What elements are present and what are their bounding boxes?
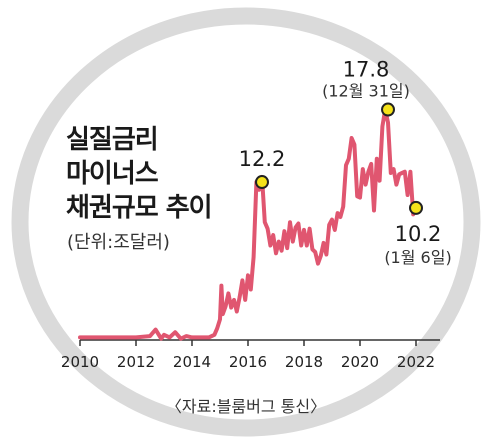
- x-tick-label-2018: 2018: [285, 353, 323, 371]
- annotation-value-12.2: 12.2: [239, 147, 286, 171]
- chart-title-line-3: 채권규모 추이: [66, 193, 212, 223]
- annotation-marker-17.8: [381, 102, 395, 117]
- x-tick-label-2020: 2020: [341, 353, 379, 371]
- x-tick-label-2012: 2012: [117, 353, 155, 371]
- annotation-marker-12.2: [255, 175, 269, 190]
- chart-title-line-2: 마이너스: [66, 159, 159, 189]
- x-tick-label-2016: 2016: [229, 353, 267, 371]
- x-axis-ticks: 2010 2012 2014 2016 2018 2020 2022: [61, 340, 435, 371]
- unit-label: (단위:조달러): [67, 232, 170, 253]
- series-line: [78, 107, 418, 341]
- annotation-value-17.8: 17.8: [343, 58, 390, 82]
- x-tick-label-2022: 2022: [397, 353, 435, 371]
- annotation-date-10.2: (1월 6일): [384, 248, 451, 267]
- source-label: 〈자료:블룸버그 통신〉: [166, 397, 326, 416]
- annotation-value-10.2: 10.2: [395, 222, 442, 246]
- x-tick-label-2010: 2010: [61, 353, 99, 371]
- background-ring: [11, 7, 481, 437]
- chart-title-line-1: 실질금리: [66, 125, 158, 155]
- x-tick-label-2014: 2014: [173, 353, 211, 371]
- annotations: 12.2 17.8(12월 31일) 10.2 (1월 6일): [239, 58, 452, 267]
- annotation-marker-10.2: [409, 200, 423, 215]
- annotation-date-17.8: (12월 31일): [322, 82, 410, 101]
